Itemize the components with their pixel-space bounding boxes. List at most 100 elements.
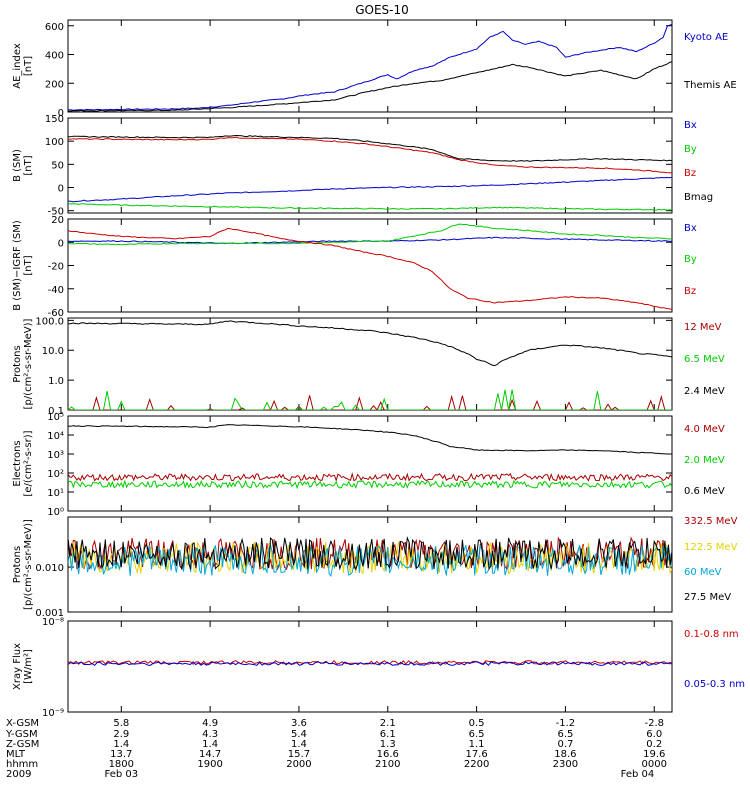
panel-7-legend-2: 0.05-0.3 nm [684,679,745,690]
panel-5-ylabel: [e/(cm²-s-sr)] [23,430,34,496]
panel-1-frame [67,19,673,113]
panel-4-frame [67,317,673,411]
panel-3-series-3-line [68,227,672,311]
ephemeris-value: 1.4 [113,739,129,750]
panel-1-ytick-label: 200 [45,79,64,90]
panel-5-ytick-label: 10³ [47,450,64,461]
panel-6-ytick-label: 0.001 [35,608,64,619]
ephemeris-value: 4.9 [202,718,218,729]
ephemeris-value: -1.2 [556,718,576,729]
panel-4-series-2-line [68,389,672,410]
panel-4-series-1-line [68,394,672,410]
panel-2-frame [67,117,673,214]
panel-1-series-1-line [68,23,672,111]
panel-2-series-3-line [68,136,672,174]
panel-3-ytick-label: 0 [58,238,64,249]
panel-4-ytick-label: 10.0 [42,346,64,357]
ephemeris-value: 2200 [464,759,489,770]
panel-5-ytick-label: 10⁴ [47,431,64,442]
panel-6-legend-1: 332.5 MeV [684,516,738,527]
panel-1-legend-2: Themis AE [683,80,737,91]
panel-3-ylabel: [nT] [23,255,34,275]
panel-5-ytick-label: 10² [47,469,64,480]
panel-6-ylabel: [p/(cm²-s-sr-MeV)] [23,519,34,610]
panel-2-legend-4: Bmag [684,192,713,203]
ephemeris-row-label: Z-GSM [6,739,39,750]
panel-7-ytick-label: 10⁻⁹ [42,708,64,719]
panel-3-legend-1: Bx [684,223,697,234]
panel-2-ytick-label: 50 [51,160,64,171]
ephemeris-value: 0.5 [469,718,485,729]
panel-3-legend-3: Bz [684,286,696,297]
panel-2-legend-1: Bx [684,120,697,131]
ephemeris-value: 2300 [553,759,578,770]
ephemeris-value: 16.6 [377,749,399,760]
ephemeris-value: 0.2 [646,739,662,750]
ephemeris-value: 6.5 [557,729,573,740]
ephemeris-value: 14.7 [199,749,221,760]
chart-title: GOES-10 [355,3,409,17]
panel-4-ylabel: Protons [12,345,23,382]
panel-5-ylabel: Electrons [12,440,23,486]
panel-5-ytick-label: 10⁵ [47,412,64,423]
panel-3-ytick-label: -20 [48,262,64,273]
ephemeris-value: -2.8 [644,718,664,729]
panel-5-legend-3: 0.6 MeV [684,486,725,497]
panel-7-ylabel: Xray Flux [12,643,23,690]
panel-7-legend-1: 0.1-0.8 nm [684,629,739,640]
panel-2-ytick-label: 0 [58,184,64,195]
panel-4-legend-3: 2.4 MeV [684,386,725,397]
panel-6-ylabel: Protons [12,546,23,583]
ephemeris-value: 3.6 [291,718,307,729]
panel-1-ylabel: AE_index [12,43,23,89]
ephemeris-value: 2000 [286,759,311,770]
panel-2-series-2-line [68,202,672,211]
panel-2-legend-2: By [684,144,697,155]
panel-4-legend-1: 12 MeV [684,322,722,333]
panel-6-legend-3: 60 MeV [684,567,722,578]
ephemeris-value: 2.9 [113,729,129,740]
ephemeris-row-label: MLT [6,749,26,760]
panel-6-legend-4: 27.5 MeV [684,592,731,603]
ephemeris-value: 0000 [642,759,667,770]
panel-1-ytick-label: 400 [45,51,64,62]
panel-4-ytick-label: 100.0 [35,316,64,327]
panel-4-legend-2: 6.5 MeV [684,354,725,365]
panel-2-ylabel: B (SM) [12,149,23,182]
ephemeris-value: 18.6 [554,749,576,760]
panel-5-series-1-line [68,471,672,483]
panel-6-ytick-label: 0.010 [35,563,64,574]
panel-1-series-2-line [68,61,672,112]
ephemeris-row-label: Y-GSM [5,729,38,740]
ephemeris-value: Feb 03 [104,769,138,780]
panel-6-legend-2: 122.5 MeV [684,542,738,553]
panel-1-ytick-label: 600 [45,22,64,33]
ephemeris-value: 19.6 [643,749,665,760]
panel-1-legend-1: Kyoto AE [684,32,728,43]
panel-7-ytick-label: 10⁻⁸ [42,617,64,628]
panel-7-frame [67,620,673,713]
panel-5-ytick-label: 10¹ [47,488,64,499]
panel-7-series-2-line [68,661,672,667]
ephemeris-value: 6.1 [380,729,396,740]
panel-3-ytick-label: 20 [51,215,64,226]
panel-2-ytick-label: 150 [45,114,64,125]
ephemeris-value: 0.7 [557,739,573,750]
ephemeris-value: 2.1 [380,718,396,729]
panel-3-ylabel: B (SM)−IGRF (SM) [12,220,23,311]
ephemeris-value: 1.1 [469,739,485,750]
panel-3-legend-2: By [684,254,697,265]
panel-6-series-4-line [68,535,672,571]
panel-2-ylabel: [nT] [23,155,34,175]
panel-2-series-4-line [68,134,672,162]
ephemeris-value: 4.3 [202,729,218,740]
panel-5-series-3-line [68,424,672,455]
panel-4-ytick-label: 1.0 [48,376,64,387]
panel-3-series-2-line [68,223,672,246]
ephemeris-value: 6.0 [646,729,662,740]
ephemeris-value: 1.3 [380,739,396,750]
ephemeris-value: 13.7 [110,749,132,760]
panel-2-ytick-label: 100 [45,137,64,148]
ephemeris-value: 5.8 [113,718,129,729]
